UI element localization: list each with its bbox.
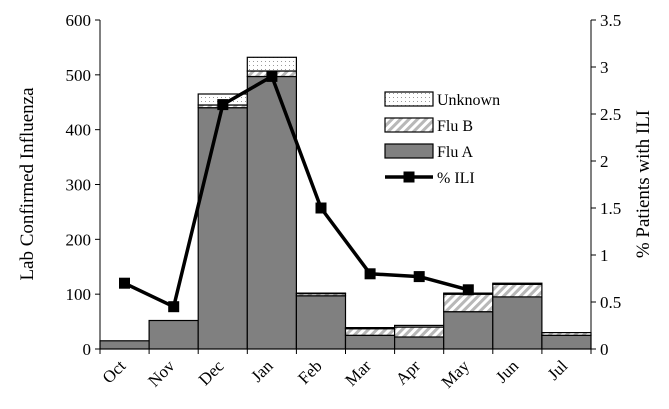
y2-tick-label: 1.5: [600, 199, 621, 218]
y2-tick-label: 2: [600, 152, 609, 171]
bar-unknown-jan: [246, 56, 298, 72]
y2-tick-label: 3.5: [600, 11, 621, 30]
bar-unknown-feb: [295, 292, 347, 295]
x-tick-label: Feb: [294, 356, 325, 387]
y2-tick-label: 3: [600, 58, 609, 77]
bar-flu-a-dec: [197, 107, 248, 350]
y2-tick-label: 2.5: [600, 105, 621, 124]
legend-label-ili: % ILI: [437, 170, 475, 187]
bar-flu-a-jun: [492, 296, 543, 350]
bar-flu-a-jul: [541, 334, 592, 350]
x-tick-label: Mar: [341, 356, 375, 390]
bar-flu-a-apr: [394, 336, 445, 350]
ili-marker: [119, 277, 130, 289]
x-tick-label: Jan: [247, 356, 277, 386]
bar-flu-a-feb: [295, 295, 347, 350]
x-tick-label: Jul: [544, 356, 572, 384]
bar-flu-a-mar: [344, 334, 396, 350]
x-tick-label: Nov: [144, 356, 178, 390]
y-tick-label: 0: [83, 340, 92, 359]
legend-swatch-flu-a: [384, 143, 434, 159]
y-tick-label: 500: [66, 66, 92, 85]
y-tick-label: 300: [66, 176, 92, 195]
x-tick-label: Apr: [392, 356, 424, 388]
y2-tick-label: 0.5: [600, 293, 621, 312]
y-tick-label: 200: [66, 230, 92, 249]
y2-tick-label: 0: [600, 340, 609, 359]
bar-flu-b-may: [443, 293, 494, 313]
legend-marker-ili: [403, 171, 415, 183]
x-tick-label: May: [438, 356, 474, 392]
bar-flu-b-mar: [344, 328, 396, 336]
bar-flu-b-jun: [492, 283, 543, 298]
ili-marker: [413, 271, 425, 283]
y2-axis-title: % Patients with ILI: [633, 110, 654, 258]
legend-swatch-flu-b: [384, 117, 434, 133]
bar-flu-a-may: [443, 311, 494, 350]
y-tick-label: 100: [66, 285, 92, 304]
bar-unknown-jun: [492, 282, 543, 285]
ili-marker: [217, 99, 229, 111]
legend-label-flu-a: Flu A: [437, 144, 473, 161]
legend-label-unknown: Unknown: [437, 92, 500, 109]
ili-marker: [364, 268, 376, 280]
bar-unknown-mar: [344, 327, 396, 330]
bar-flu-a-nov: [148, 319, 199, 350]
x-tick-label: Jun: [492, 356, 522, 386]
bar-flu-b-jul: [541, 332, 592, 336]
ili-marker: [266, 70, 278, 82]
y2-tick-label: 1: [600, 246, 609, 265]
ili-line: [123, 74, 469, 309]
x-tick-label: Oct: [99, 356, 130, 387]
y-tick-label: 600: [66, 11, 92, 30]
bar-flu-b-apr: [394, 326, 445, 338]
legend-label-flu-b: Flu B: [437, 118, 473, 135]
y-tick-label: 400: [66, 121, 92, 140]
ili-marker: [168, 301, 180, 313]
legend: Unknown Flu B Flu A % ILI: [384, 91, 500, 187]
plot-area: 0 100 200 300 400 500 600 0 0.5 1 1.5 2 2.5 3 3.5 Oct No…: [66, 11, 622, 392]
ili-marker: [462, 284, 474, 296]
legend-swatch-unknown: [384, 91, 434, 107]
bar-flu-a-oct: [99, 340, 150, 350]
bar-unknown-apr: [394, 324, 445, 328]
y-axis-title: Lab Confirmed Influenza: [17, 87, 38, 281]
x-tick-label: Dec: [195, 356, 228, 389]
ili-marker: [315, 202, 327, 214]
